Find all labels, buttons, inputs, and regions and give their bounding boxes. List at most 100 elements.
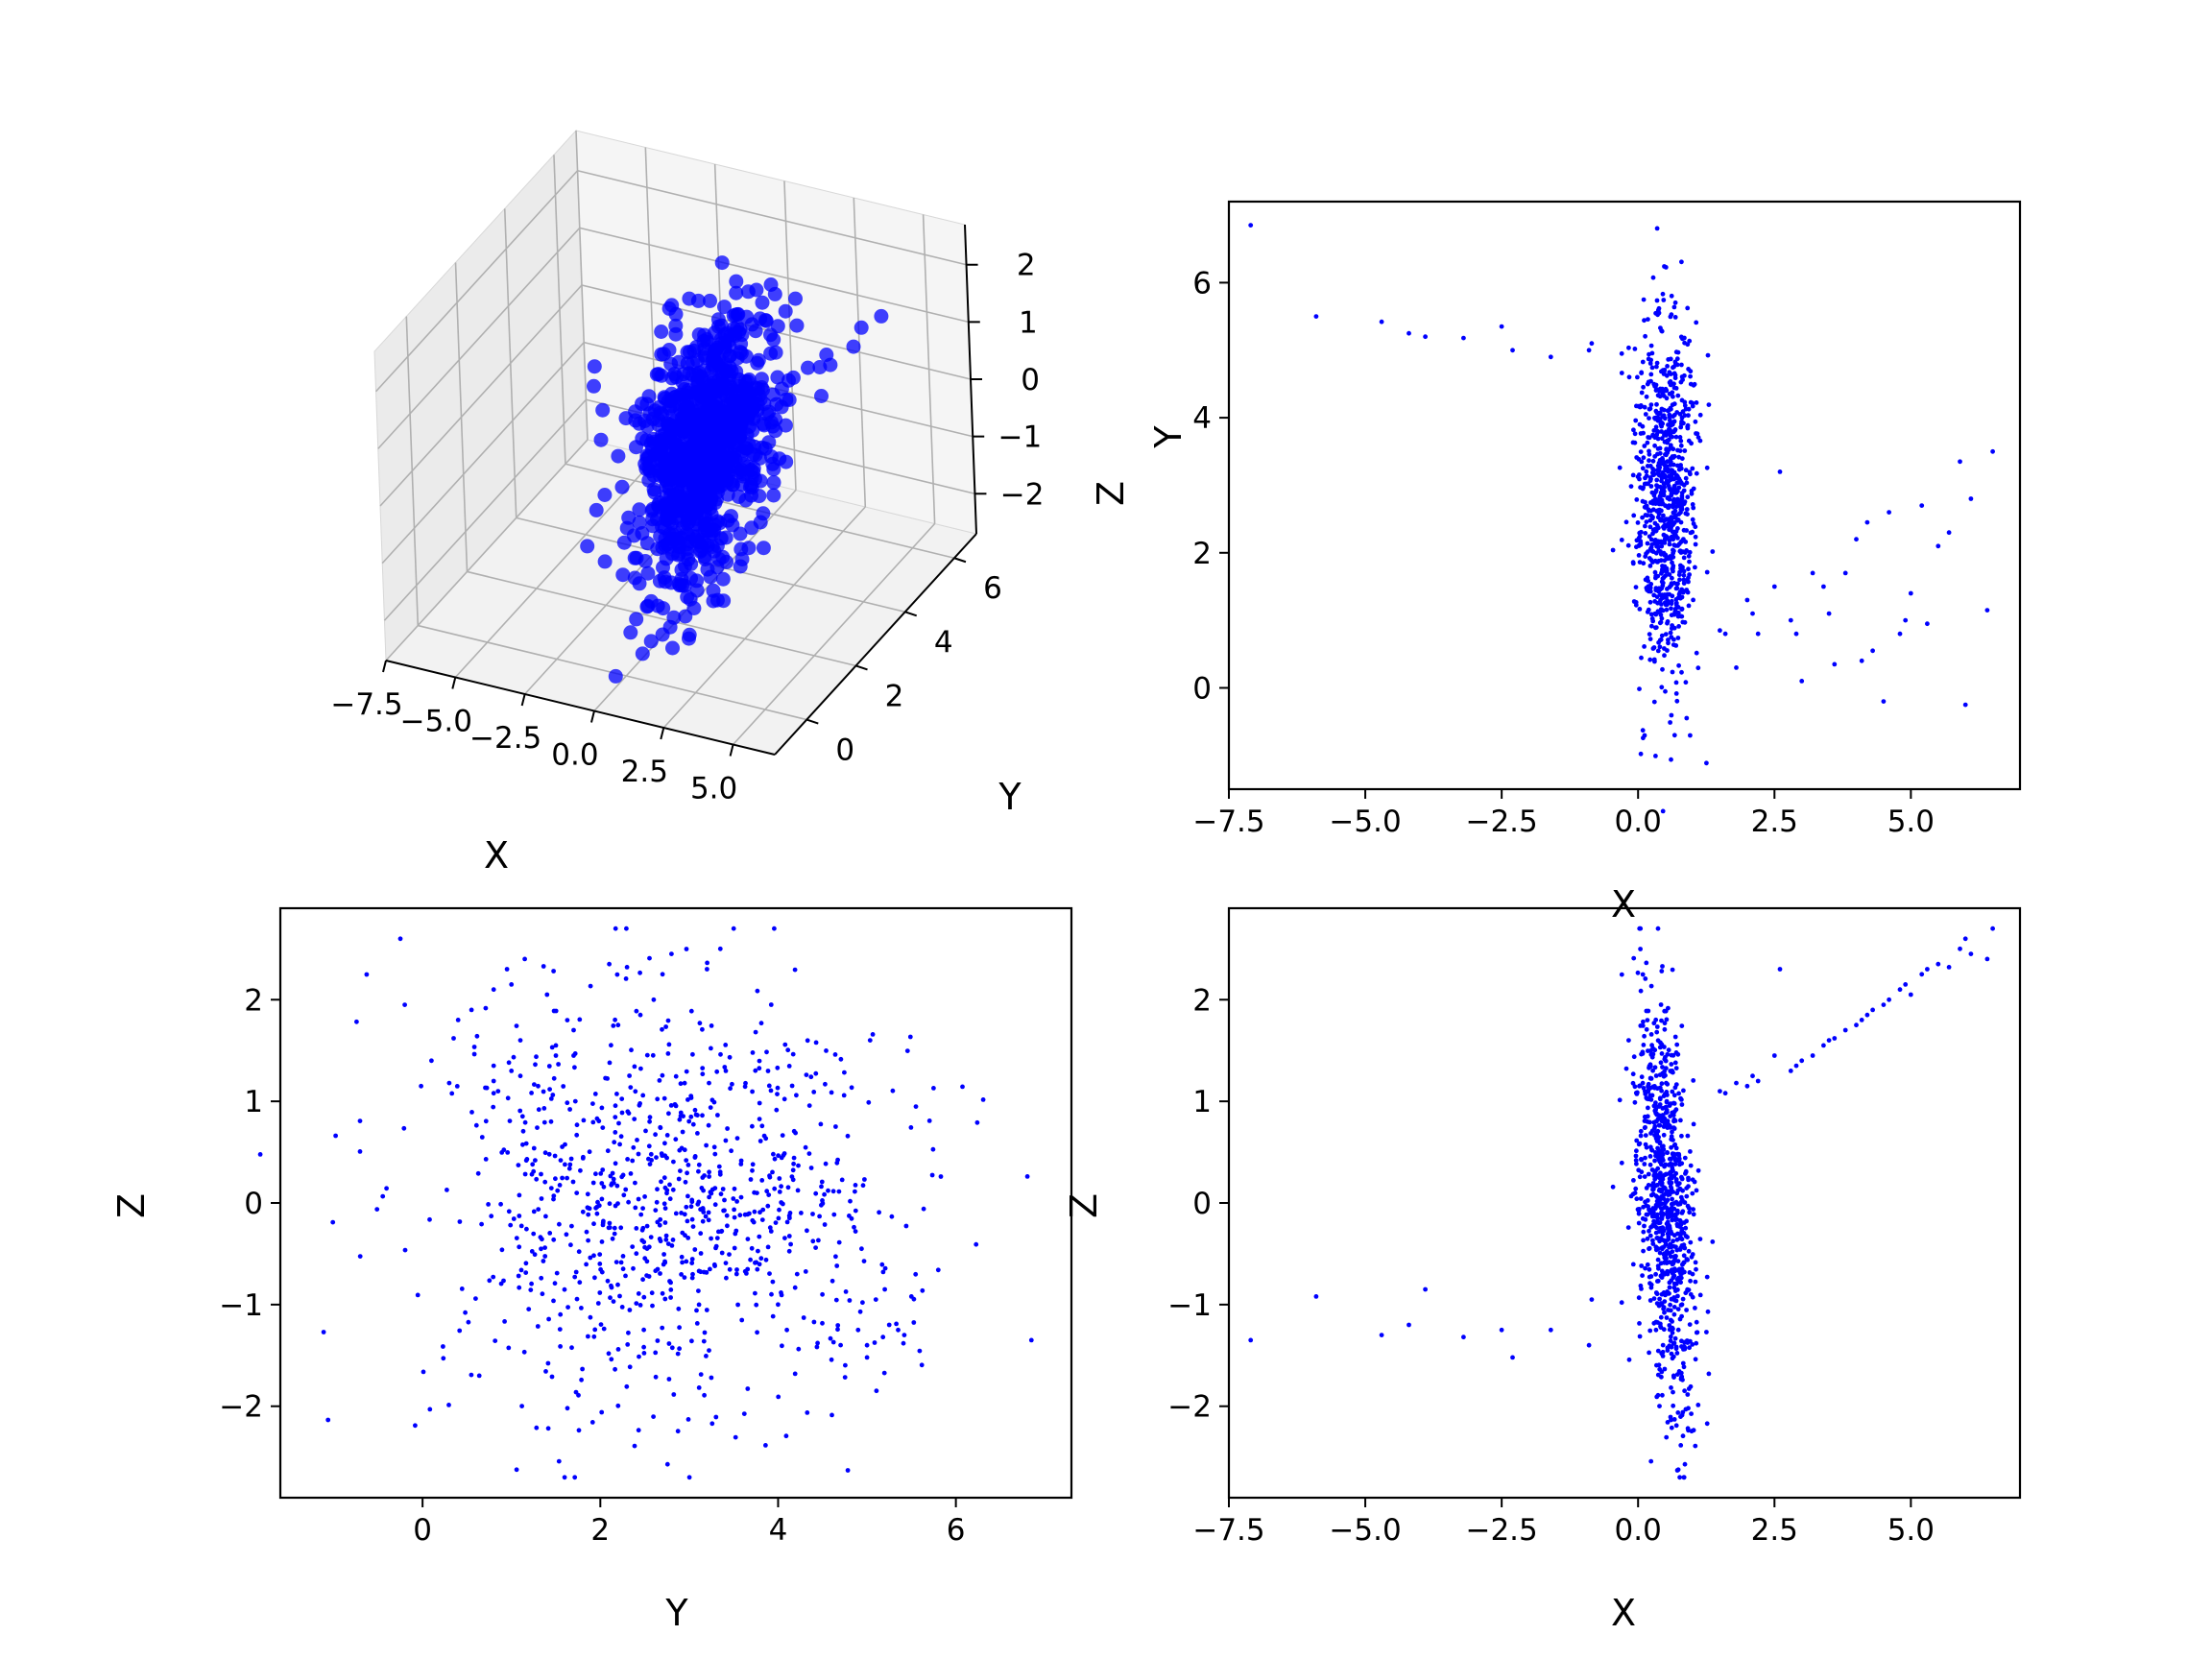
data-point [566,1166,572,1171]
data-point [1655,1203,1661,1209]
data-point [471,1045,477,1049]
data-point [1682,499,1688,504]
data-point [720,1187,726,1191]
x-tick-label: 5.0 [690,772,737,806]
data-point [645,518,661,534]
data-point [507,1118,513,1123]
data-point [553,1176,558,1182]
data-point [533,1062,538,1068]
data-point [552,1153,558,1159]
data-point [1658,619,1664,625]
data-point [1687,572,1692,577]
data-point [1675,636,1681,640]
data-point [734,552,750,566]
data-point [637,1303,643,1308]
data-point [1646,1105,1650,1111]
data-point [1648,1131,1653,1136]
data-point [636,1428,641,1433]
data-point [1648,513,1654,518]
data-point [1671,304,1677,310]
data-point [641,1327,646,1333]
data-point [667,450,683,466]
data-point [726,321,741,336]
data-point [880,1334,886,1340]
data-point [774,1107,780,1113]
data-point [1663,452,1668,457]
data-point [1657,1072,1663,1077]
data-point [666,610,682,625]
data-point [637,1354,641,1359]
data-point [836,1239,842,1245]
data-point [1678,1095,1683,1101]
data-point [1750,1073,1755,1079]
data-point [1688,373,1693,379]
data-point [770,1169,775,1175]
data-point [1653,1153,1658,1159]
data-point [1658,1321,1663,1327]
data-point [1652,520,1658,526]
data-point [1640,1273,1645,1278]
data-point [806,1151,812,1156]
data-point [469,1372,474,1378]
data-point [1672,315,1678,320]
data-point [605,1076,610,1081]
data-point [713,453,729,469]
data-point [1681,555,1687,561]
data-point [1643,513,1648,517]
data-point [1647,1162,1653,1167]
data-point [1649,490,1655,495]
data-point [1669,406,1673,412]
data-point [619,520,635,536]
data-point [1626,1357,1632,1362]
data-point [1681,1260,1687,1265]
data-point [600,1222,606,1228]
data-point [660,1026,664,1032]
x-tick-label: 4 [769,1513,788,1548]
data-point [1619,371,1624,375]
data-point [487,1278,493,1284]
data-point [616,535,632,550]
data-point [511,1054,517,1060]
data-point [1678,443,1684,448]
data-point [1667,418,1672,423]
data-point [1679,1226,1685,1232]
data-point [1678,507,1684,512]
data-point [700,1175,706,1180]
data-point [1694,400,1699,405]
data-point [678,1081,684,1087]
data-point [548,1118,554,1124]
data-point [701,1188,706,1193]
data-point [847,1298,853,1303]
data-point [1671,1273,1677,1279]
data-point [1647,534,1652,540]
data-point [772,926,777,931]
data-point [609,1043,613,1048]
data-point [1499,1327,1504,1333]
data-point [665,640,680,656]
data-point [740,284,756,300]
data-point [1633,1091,1639,1095]
data-point [935,1267,941,1273]
data-point [819,1184,824,1190]
data-point [1673,1107,1679,1113]
data-point [1654,1301,1660,1306]
data-point [1676,662,1681,668]
data-point [684,1069,689,1074]
data-point [613,1260,619,1264]
data-point [533,1158,538,1163]
data-point [1659,602,1664,607]
data-point [1881,699,1887,704]
data-point [1673,434,1679,440]
data-point [1694,431,1698,436]
x-tick-label: 0.0 [1615,805,1662,839]
data-point [633,1180,637,1186]
data-point [1673,680,1679,685]
data-point [723,1138,729,1143]
data-point [1642,318,1647,324]
data-point [1647,1075,1653,1081]
data-point [730,1081,734,1087]
data-point [1962,936,1968,942]
data-point [321,1330,326,1334]
data-point [660,972,665,977]
data-point [1669,1344,1674,1350]
